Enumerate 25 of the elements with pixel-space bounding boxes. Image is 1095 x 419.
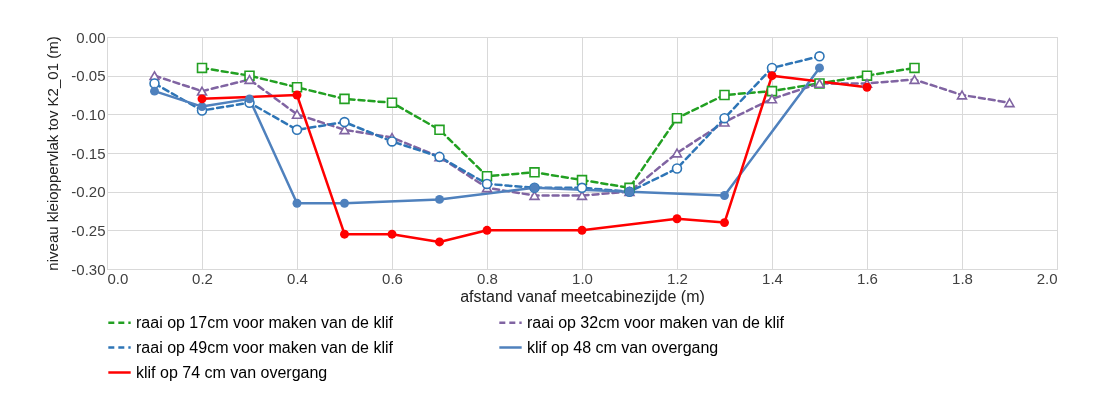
legend-label: raai op 49cm voor maken van de klif (136, 338, 394, 356)
x-tick-label: 0.6 (382, 269, 403, 287)
x-tick-label: 1.2 (667, 269, 688, 287)
x-tick-label: 0.0 (107, 269, 129, 287)
x-tick-label: 0.2 (192, 269, 213, 287)
legend-label: klif op 74 cm van overgang (136, 363, 328, 381)
x-tick-label: 1.4 (762, 269, 783, 287)
y-tick-label: -0.05 (71, 67, 106, 85)
y-tick-label: -0.30 (71, 260, 106, 278)
x-tick-label: 0.8 (477, 269, 498, 287)
legend-label: klif op 48 cm van overgang (527, 338, 719, 356)
y-axis-title: niveau kleioppervlak tov K2_01 (m) (44, 36, 62, 271)
y-tick-label: -0.20 (71, 183, 106, 201)
x-tick-label: 2.0 (1036, 269, 1058, 287)
x-tick-label: 1.0 (572, 269, 593, 287)
y-tick-label: -0.10 (71, 105, 106, 123)
x-tick-label: 0.4 (287, 269, 308, 287)
x-tick-label: 1.8 (952, 269, 973, 287)
x-axis-title: afstand vanaf meetcabinezijde (m) (460, 287, 705, 305)
legend-label: raai op 32cm voor maken van de klif (527, 313, 785, 331)
y-tick-label: -0.15 (71, 144, 106, 162)
legend-label: raai op 17cm voor maken van de klif (136, 313, 394, 331)
y-tick-label: -0.25 (71, 221, 106, 239)
y-tick-label: 0.00 (76, 28, 106, 46)
x-tick-label: 1.6 (857, 269, 878, 287)
